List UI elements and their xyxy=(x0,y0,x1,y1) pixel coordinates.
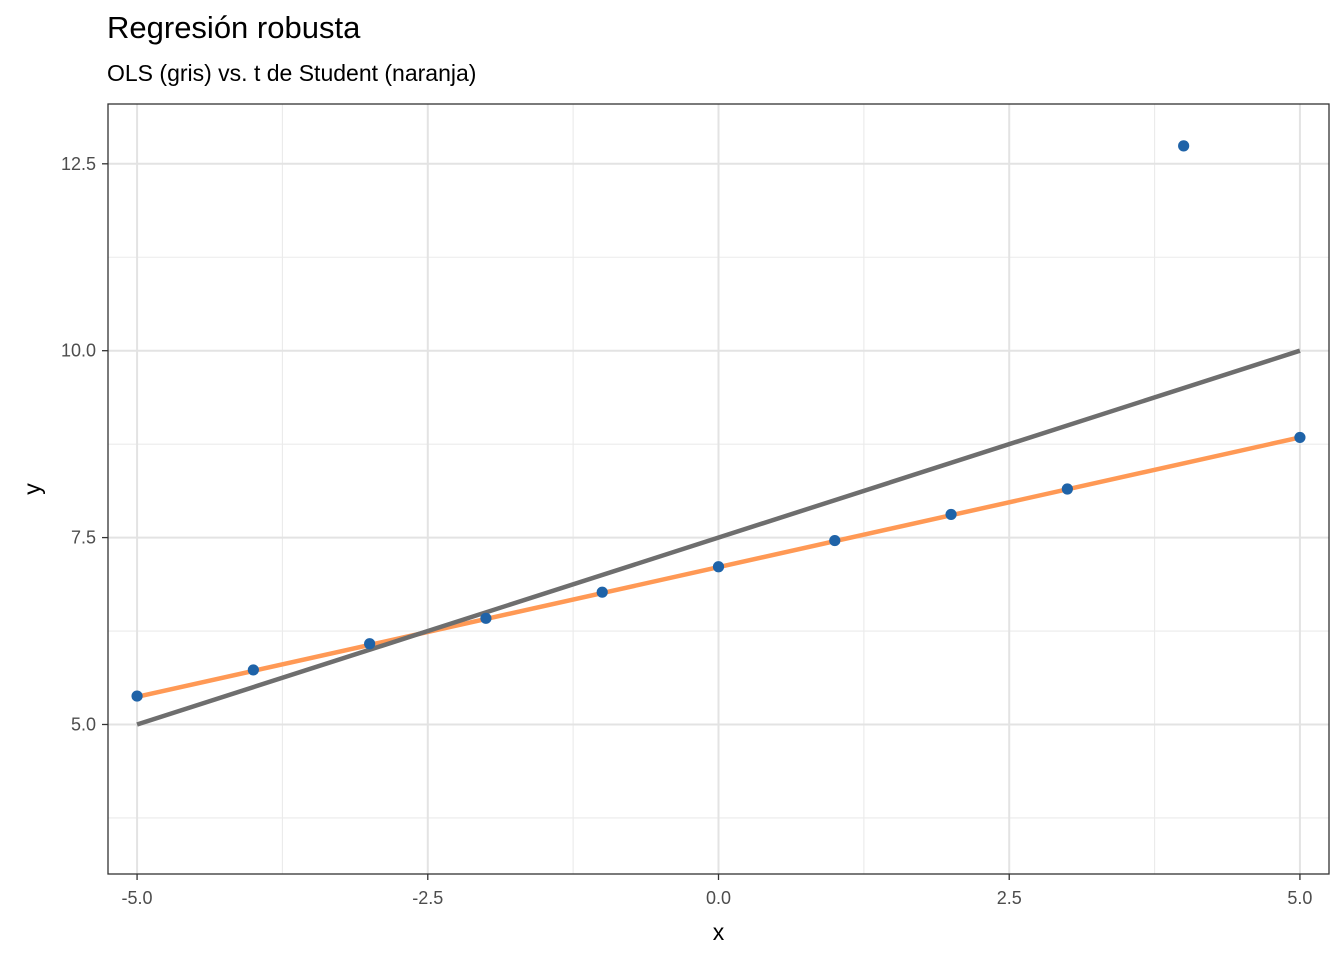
data-point-2 xyxy=(364,638,376,650)
data-point-9 xyxy=(1178,140,1190,152)
data-point-7 xyxy=(945,508,957,521)
y-tick-label-2: 10.0 xyxy=(61,341,96,361)
y-tick-label-0: 5.0 xyxy=(71,714,96,734)
x-tick-label-2: 0.0 xyxy=(706,888,731,908)
fit-line-1 xyxy=(136,348,1301,727)
data-point-10 xyxy=(1294,431,1306,444)
chart-subtitle: OLS (gris) vs. t de Student (naranja) xyxy=(107,60,477,86)
data-point-3 xyxy=(480,612,492,624)
y-axis-title: y xyxy=(19,483,45,495)
data-point-5 xyxy=(712,561,725,573)
x-axis-title: x xyxy=(713,919,725,945)
y-tick-label-3: 12.5 xyxy=(61,154,96,174)
x-tick-label-3: 2.5 xyxy=(997,888,1022,908)
x-tick-label-4: 5.0 xyxy=(1287,888,1312,908)
y-tick-label-1: 7.5 xyxy=(71,528,96,548)
data-point-4 xyxy=(596,586,608,598)
data-point-0 xyxy=(131,690,143,702)
x-tick-label-1: -2.5 xyxy=(412,888,443,908)
data-point-6 xyxy=(829,534,841,547)
chart-title: Regresión robusta xyxy=(107,10,361,45)
x-tick-label-0: -5.0 xyxy=(122,888,153,908)
data-point-8 xyxy=(1061,483,1073,495)
data-point-1 xyxy=(247,664,259,676)
